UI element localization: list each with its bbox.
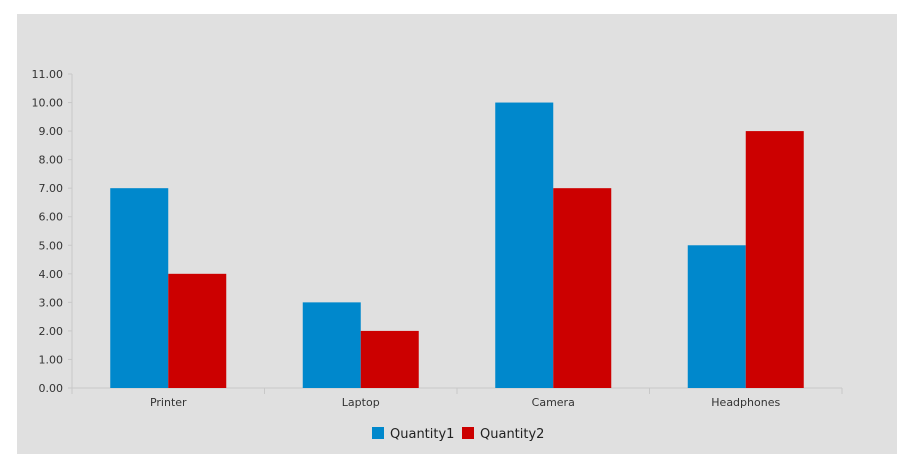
bar-quantity1-printer [110,188,169,388]
x-category-label: Headphones [711,396,780,409]
legend-swatch [462,427,474,439]
x-category-label: Laptop [342,396,380,409]
y-tick-label: 9.00 [39,125,64,138]
bar-quantity2-printer [168,273,227,388]
x-category-label: Camera [532,396,575,409]
y-tick-label: 8.00 [39,154,64,167]
legend-label: Quantity1 [390,427,454,442]
y-tick-label: 11.00 [32,68,64,81]
y-tick-label: 3.00 [39,296,64,309]
y-tick-label: 2.00 [39,325,64,338]
bar-quantity2-laptop [360,330,419,388]
legend: Quantity1 Quantity2 [372,427,544,442]
y-tick-label: 10.00 [32,97,64,110]
legend-swatch [372,427,384,439]
y-tick-label: 5.00 [39,239,64,252]
bar-quantity2-headphones [745,131,804,388]
bar-quantity1-camera [495,102,554,388]
y-tick-label: 7.00 [39,182,64,195]
bar-quantity2-camera [553,188,612,388]
axes: 0.00 1.00 2.00 3.00 4.00 5.00 6.00 7.00 8.00 9.00… [32,68,843,409]
y-tick-label: 6.00 [39,211,64,224]
y-tick-label: 0.00 [39,382,64,395]
bar-quantity1-headphones [687,245,746,388]
legend-item-quantity1[interactable]: Quantity1 [372,427,454,442]
legend-label: Quantity2 [480,427,544,442]
bar-chart: 0.00 1.00 2.00 3.00 4.00 5.00 6.00 7.00 8.00 9.00… [32,68,843,442]
chart-container: 0.00 1.00 2.00 3.00 4.00 5.00 6.00 7.00 8.00 9.00… [17,14,897,454]
y-tick-label: 4.00 [39,268,64,281]
legend-item-quantity2[interactable]: Quantity2 [462,427,544,442]
bars [110,102,804,388]
y-tick-label: 1.00 [39,353,64,366]
x-category-label: Printer [150,396,187,409]
bar-quantity1-laptop [302,302,361,388]
